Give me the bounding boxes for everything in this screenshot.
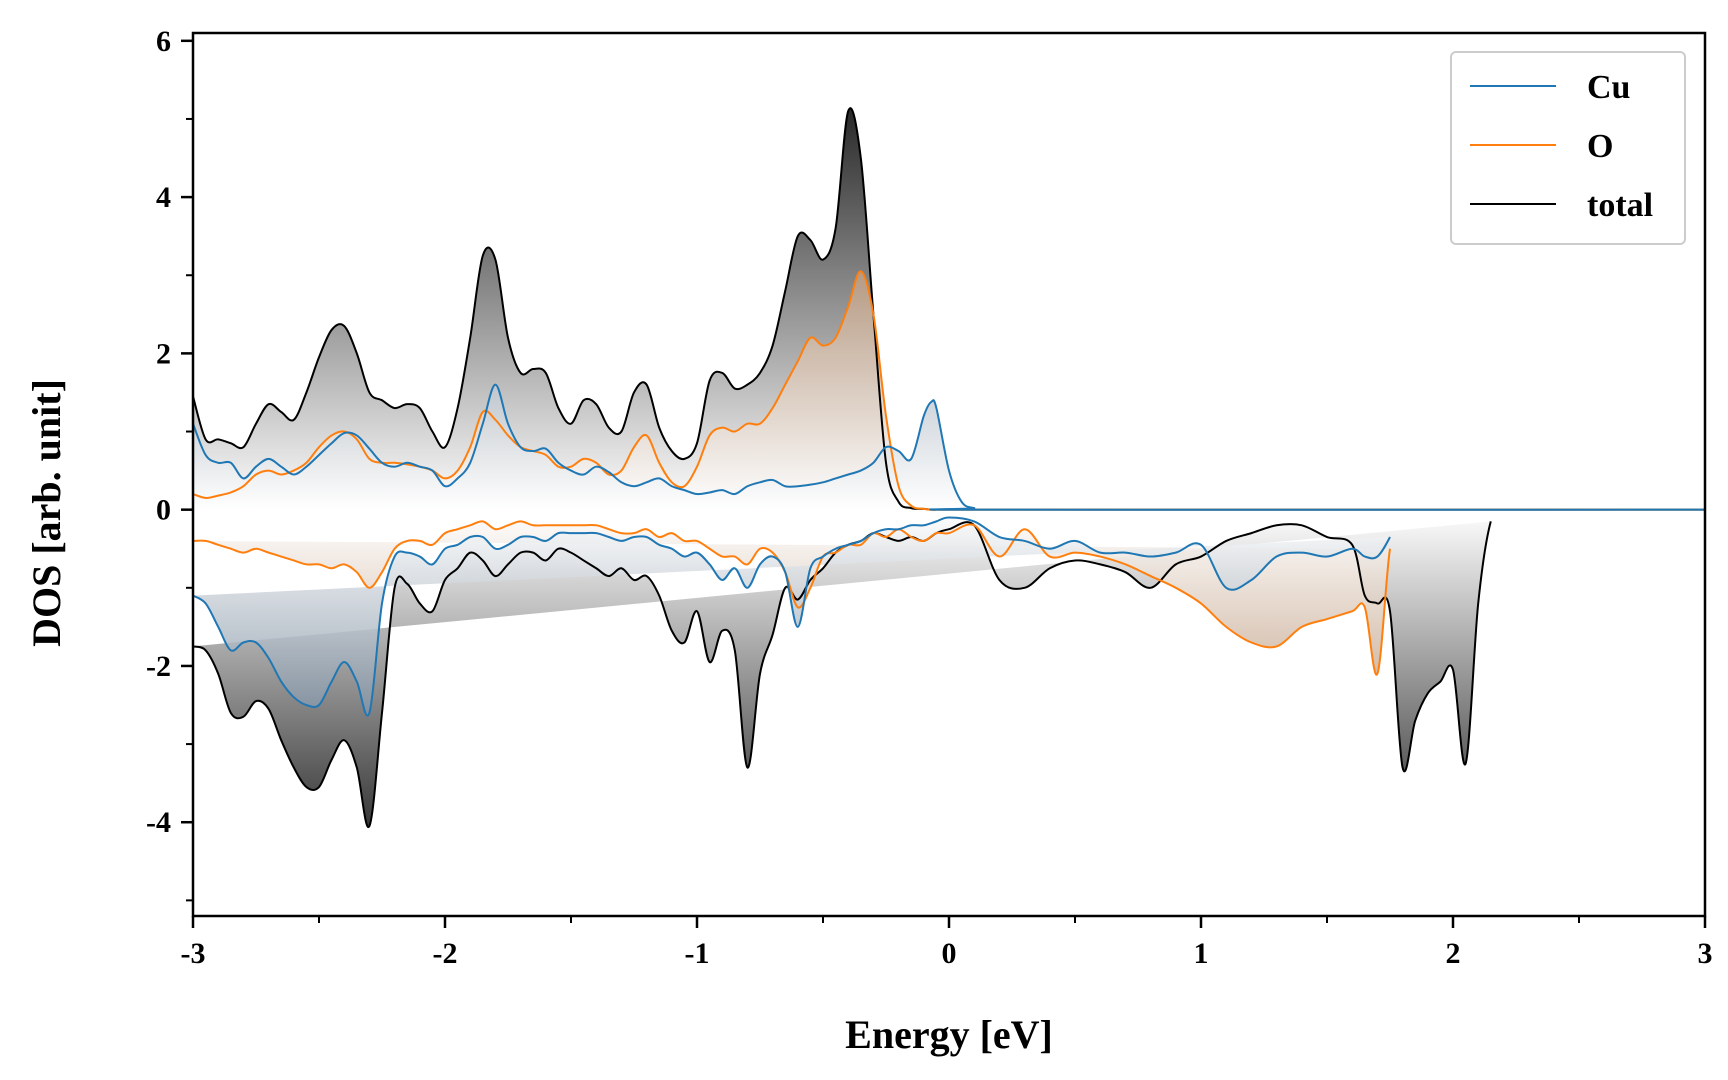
legend-label-o: O [1587,128,1613,165]
dos-line-total-spin-down [193,521,1492,829]
x-axis-title: Energy [eV] [845,1012,1053,1057]
dos-line-cu-spin-down [193,516,1391,717]
x-axis-ticks: -3 -2 -1 0 1 2 3 [181,916,1713,970]
dos-fill-layer [193,108,1705,828]
legend-box [1450,51,1686,245]
x-tick-label: 2 [1446,937,1461,970]
y-tick-label: 0 [156,494,171,527]
y-axis-ticks: -4 -2 0 2 4 6 [146,25,193,902]
x-tick-label: -2 [433,937,458,970]
y-tick-label: 2 [156,337,171,370]
dos-line-layer [193,107,1705,829]
y-tick-label: -2 [146,650,171,683]
dos-fill-o-spin-down [193,521,1390,675]
dos-line-o-spin-up [193,270,1705,511]
dos-fill-total-spin-down [193,521,1491,828]
x-tick-label: -3 [181,937,206,970]
y-axis-title: DOS [arb. unit] [24,379,69,647]
legend-label-cu: Cu [1587,69,1630,106]
x-tick-label: -1 [685,937,710,970]
dos-fill-cu-spin-down [193,517,1390,716]
x-tick-label: 0 [942,937,957,970]
y-tick-label: -4 [146,806,171,839]
dos-line-o-spin-down [193,520,1391,676]
legend-label-total: total [1587,187,1653,224]
legend: Cu O total [1450,51,1686,245]
dos-fill-cu-spin-up [193,384,1705,510]
x-tick-label: 1 [1194,937,1209,970]
dos-line-cu-spin-up [193,383,1705,511]
y-tick-label: 6 [156,25,171,58]
y-tick-label: 4 [156,181,171,214]
dos-line-total-spin-up [193,107,1705,511]
x-tick-label: 3 [1698,937,1713,970]
